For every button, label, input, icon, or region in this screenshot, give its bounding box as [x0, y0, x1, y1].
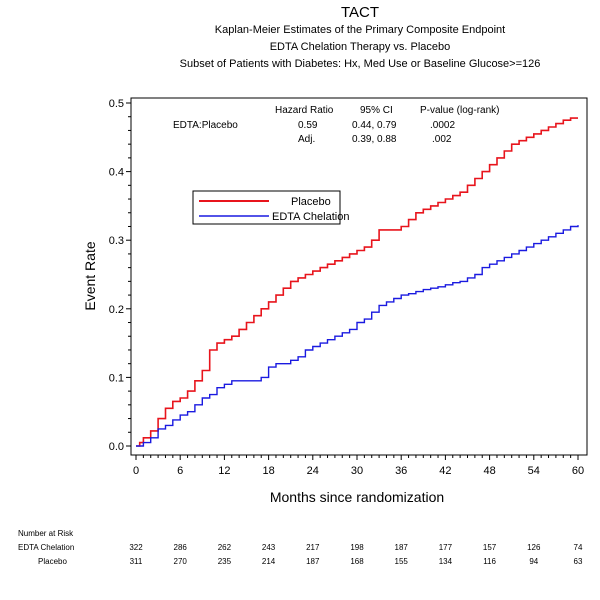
y-tick-label: 0.1 — [109, 372, 124, 384]
risk-cell: 322 — [129, 543, 143, 552]
x-tick-label: 48 — [483, 465, 495, 477]
series-line-placebo — [136, 117, 578, 447]
risk-row-label-edta: EDTA Chelation — [18, 543, 75, 552]
risk-cell: 134 — [438, 557, 453, 566]
risk-cell: 155 — [394, 557, 408, 566]
x-tick-label: 24 — [307, 465, 319, 477]
risk-cell: 63 — [573, 557, 583, 566]
risk-cell: 187 — [394, 543, 408, 552]
y-tick-label: 0.2 — [109, 304, 124, 316]
legend-box — [192, 190, 341, 225]
x-tick-label: 54 — [528, 465, 540, 477]
y-axis-title: Event Rate — [82, 241, 98, 310]
chart-subtitle-1: Kaplan-Meier Estimates of the Primary Co… — [214, 24, 506, 36]
chart-subtitle-2: EDTA Chelation Therapy vs. Placebo — [269, 41, 451, 53]
x-tick-label: 60 — [572, 465, 584, 477]
stats-header-ci: 95% CI — [360, 105, 393, 116]
x-tick-label: 0 — [133, 465, 139, 477]
risk-cell: 126 — [527, 543, 541, 552]
risk-table-title: Number at Risk — [18, 529, 74, 538]
legend-label-placebo: Placebo — [291, 196, 331, 208]
stats-header-hr: Hazard Ratio — [275, 105, 334, 116]
risk-cell: 74 — [573, 543, 583, 552]
risk-cell: 214 — [261, 557, 276, 566]
risk-cell: 262 — [217, 543, 232, 552]
risk-cell: 168 — [350, 557, 364, 566]
x-tick-label: 30 — [351, 465, 363, 477]
y-tick-label: 0.0 — [109, 441, 124, 453]
x-tick-label: 18 — [262, 465, 274, 477]
stats-row1-ci: 0.44, 0.79 — [352, 120, 397, 131]
risk-cell: 116 — [483, 557, 496, 566]
risk-cell: 198 — [350, 543, 364, 552]
risk-cell: 243 — [261, 543, 276, 552]
stats-row1-label: EDTA:Placebo — [173, 120, 238, 131]
chart-title: TACT — [340, 4, 380, 21]
x-tick-label: 6 — [177, 465, 183, 477]
x-axis-title: Months since randomization — [270, 489, 444, 505]
risk-cell: 311 — [129, 557, 143, 566]
y-tick-label: 0.5 — [109, 98, 124, 110]
stats-row2-label: Adj. — [298, 134, 315, 145]
plot-area-frame — [130, 97, 588, 456]
stats-row1-p: .0002 — [430, 120, 455, 131]
stats-row2-ci: 0.39, 0.88 — [352, 134, 397, 145]
stats-row2-p: .002 — [432, 134, 452, 145]
stats-header-p: P-value (log-rank) — [420, 105, 499, 116]
risk-cell: 217 — [306, 543, 320, 552]
risk-cell: 187 — [306, 557, 320, 566]
x-tick-label: 42 — [439, 465, 451, 477]
series-line-edta-chelation — [136, 225, 579, 447]
risk-row-label-placebo: Placebo — [38, 557, 67, 566]
risk-cell: 235 — [217, 557, 232, 566]
risk-cell: 270 — [173, 557, 187, 566]
risk-cell: 177 — [438, 543, 453, 552]
risk-cell: 286 — [173, 543, 187, 552]
risk-cell: 157 — [482, 543, 497, 552]
risk-cell: 94 — [529, 557, 539, 566]
legend: Placebo EDTA Chelation — [192, 190, 349, 225]
chart-subtitle-3: Subset of Patients with Diabetes: Hx, Me… — [179, 58, 541, 70]
stats-row1-hr: 0.59 — [298, 120, 318, 131]
legend-label-edta: EDTA Chelation — [272, 211, 349, 223]
x-tick-label: 36 — [395, 465, 407, 477]
y-tick-label: 0.4 — [109, 167, 124, 179]
x-tick-label: 12 — [218, 465, 230, 477]
y-tick-label: 0.3 — [109, 235, 124, 247]
